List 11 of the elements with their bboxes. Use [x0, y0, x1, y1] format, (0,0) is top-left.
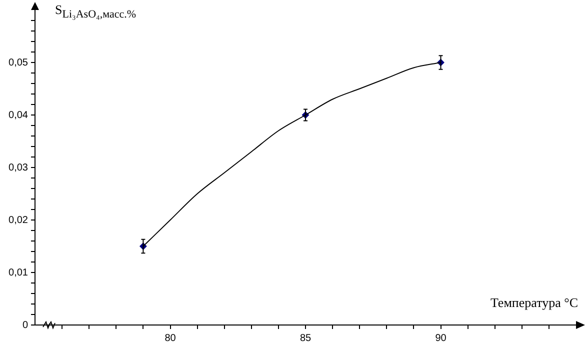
y-tick-label: 0,02	[8, 214, 28, 226]
y-tick-label: 0,03	[8, 162, 28, 174]
x-tick-label: 80	[164, 332, 176, 344]
y-tick-label: 0,01	[8, 267, 28, 278]
x-axis-title: Температура °C	[490, 295, 578, 311]
x-tick-label: 85	[300, 332, 312, 344]
y-tick-label: 0,04	[8, 110, 28, 121]
y-tick-label: 0	[22, 320, 28, 331]
y-tick-label: 0,05	[8, 57, 28, 68]
x-tick-label: 90	[435, 332, 447, 344]
y-axis-title: S$_{Li₃AsO₄,масс.%}$	[55, 2, 136, 21]
